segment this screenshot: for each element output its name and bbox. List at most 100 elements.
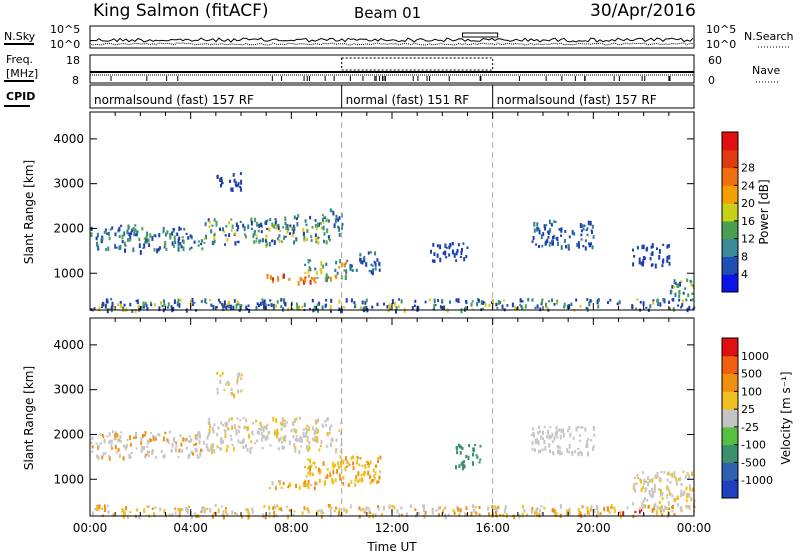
heatmap-cell: [163, 246, 166, 249]
heatmap-cell: [216, 174, 219, 179]
heatmap-cell: [494, 505, 497, 510]
heatmap-cell: [363, 511, 366, 514]
heatmap-cell: [551, 298, 553, 302]
heatmap-cell: [110, 297, 113, 301]
heatmap-cell: [296, 437, 299, 442]
heatmap-cell: [146, 445, 149, 448]
heatmap-cell: [372, 468, 375, 473]
heatmap-cell: [474, 506, 477, 509]
heatmap-cell: [393, 302, 396, 307]
heatmap-cell: [108, 236, 111, 241]
heatmap-cell: [248, 433, 250, 439]
heatmap-cell: [460, 250, 463, 256]
heatmap-cell: [678, 290, 681, 295]
heatmap-cell: [369, 511, 372, 515]
heatmap-cell: [570, 302, 573, 306]
heatmap-cell: [186, 507, 189, 511]
heatmap-cell: [396, 509, 399, 513]
heatmap-cell: [677, 283, 680, 288]
heatmap-cell: [138, 514, 141, 520]
heatmap-cell: [101, 507, 103, 510]
heatmap-cell: [319, 222, 322, 225]
heatmap-cell: [690, 497, 693, 502]
heatmap-cell: [391, 504, 394, 508]
heatmap-cell: [589, 220, 592, 226]
heatmap-cell: [292, 435, 295, 439]
heatmap-cell: [299, 445, 302, 448]
heatmap-cell: [282, 226, 285, 229]
heatmap-cell: [143, 243, 146, 249]
heatmap-cell: [320, 269, 323, 275]
heatmap-cell: [582, 244, 585, 248]
heatmap-cell: [449, 242, 452, 247]
heatmap-cell: [424, 300, 427, 304]
heatmap-cell: [342, 475, 345, 480]
heatmap-cell: [538, 228, 541, 231]
heatmap-cell: [205, 443, 208, 449]
heatmap-cell: [320, 439, 323, 445]
heatmap-cell: [680, 489, 683, 493]
heatmap-cell: [208, 424, 211, 429]
heatmap-cell: [568, 513, 571, 515]
heatmap-cell: [252, 421, 255, 425]
heatmap-cell: [177, 298, 180, 304]
heatmap-cell: [430, 249, 432, 254]
heatmap-cell: [597, 304, 600, 309]
heatmap-cell: [134, 228, 137, 232]
heatmap-cell: [171, 241, 174, 246]
heatmap-cell: [654, 474, 657, 480]
heatmap-cell: [255, 237, 258, 240]
heatmap-cell: [294, 446, 297, 450]
heatmap-cell: [680, 280, 683, 283]
heatmap-cell: [338, 473, 341, 476]
heatmap-cell: [242, 438, 245, 443]
heatmap-cell: [162, 299, 165, 304]
heatmap-cell: [590, 439, 593, 442]
heatmap-cell: [103, 230, 106, 234]
heatmap-cell: [222, 510, 225, 514]
heatmap-cell: [626, 506, 629, 510]
heatmap-cell: [330, 298, 333, 303]
heatmap-cell: [340, 513, 343, 517]
heatmap-cell: [358, 478, 361, 482]
heatmap-cell: [555, 430, 558, 433]
heatmap-cell: [549, 449, 551, 454]
x-tick-label: 12:00: [375, 521, 410, 535]
heatmap-cell: [338, 299, 341, 304]
heatmap-cell: [293, 240, 295, 245]
heatmap-cell: [255, 221, 258, 227]
heatmap-cell: [521, 307, 524, 310]
heatmap-cell: [568, 507, 571, 511]
heatmap-cell: [266, 241, 268, 245]
heatmap-cell: [642, 256, 645, 259]
freq-panel: Freq. [MHz] 18 8 60 0 Nave: [4, 53, 780, 87]
colorbar-tick-label: 20: [741, 197, 755, 210]
heatmap-cell: [223, 303, 226, 308]
heatmap-cell: [532, 236, 535, 241]
heatmap-cell: [182, 240, 185, 245]
heatmap-cell: [322, 425, 325, 428]
heatmap-cell: [490, 301, 493, 304]
heatmap-cell: [472, 504, 475, 508]
heatmap-cell: [282, 436, 285, 442]
heatmap-cell: [499, 514, 502, 517]
heatmap-cell: [442, 510, 444, 514]
heatmap-cell: [537, 449, 540, 454]
heatmap-cell: [352, 466, 355, 470]
heatmap-cell: [141, 227, 144, 231]
heatmap-cell: [682, 470, 685, 473]
heatmap-cell: [115, 451, 118, 454]
heatmap-cell: [306, 229, 309, 233]
heatmap-cell: [106, 232, 109, 235]
heatmap-cell: [175, 450, 178, 453]
heatmap-cell: [298, 449, 301, 455]
heatmap-cell: [535, 510, 538, 514]
heatmap-cell: [571, 230, 574, 235]
heatmap-cell: [637, 477, 640, 480]
heatmap-cell: [317, 467, 320, 473]
heatmap-cell: [268, 505, 271, 511]
heatmap-cell: [201, 449, 204, 452]
heatmap-cell: [176, 301, 179, 307]
heatmap-cell: [118, 235, 121, 238]
heatmap-cell: [144, 434, 146, 437]
